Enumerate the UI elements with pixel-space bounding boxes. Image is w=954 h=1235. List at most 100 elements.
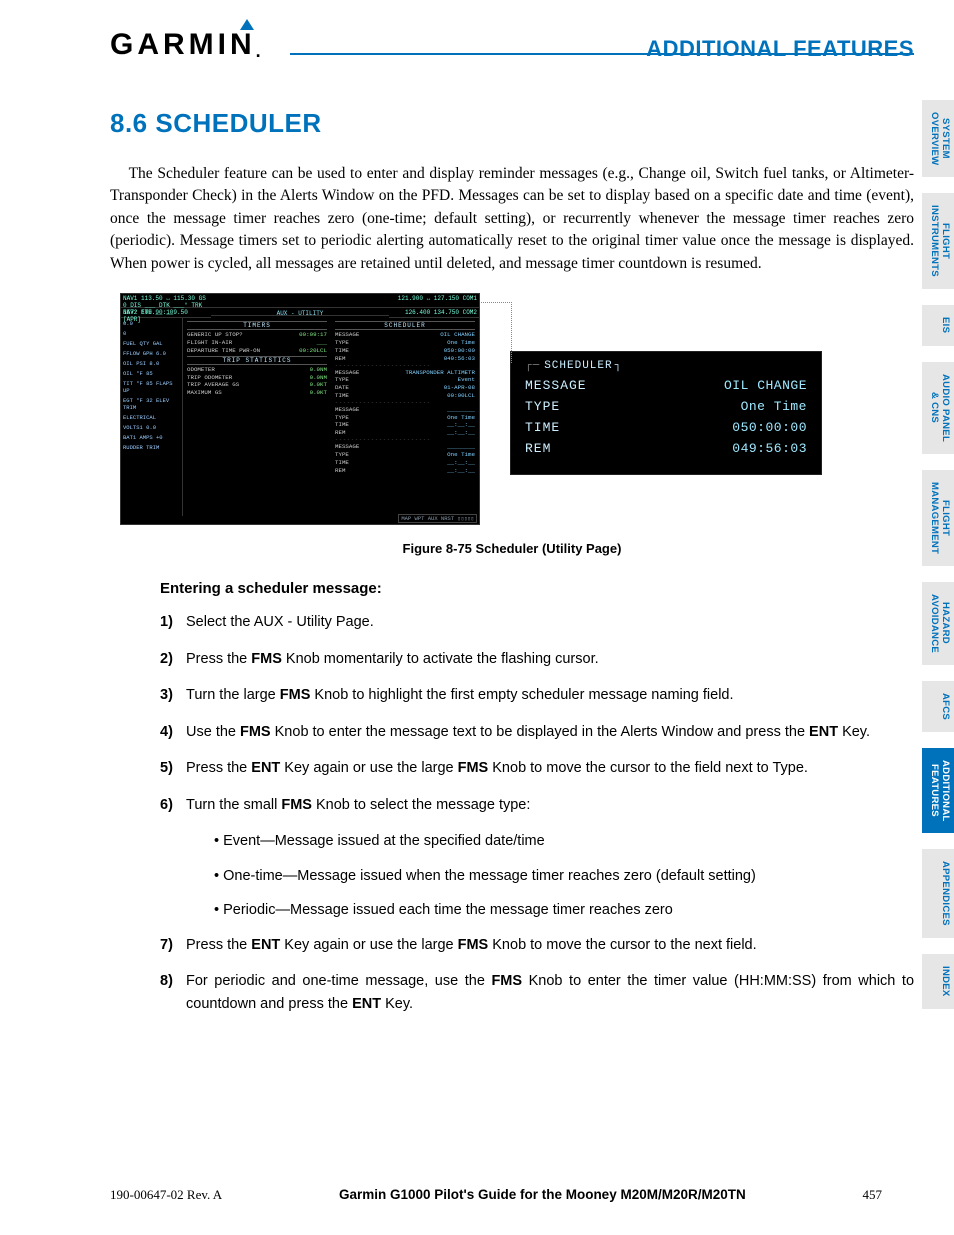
- side-tab[interactable]: ADDITIONAL FEATURES: [922, 748, 954, 834]
- side-tab[interactable]: APPENDICES: [922, 849, 954, 938]
- side-tab[interactable]: FLIGHT MANAGEMENT: [922, 470, 954, 566]
- kv-row: ODOMETER0.0NM: [187, 366, 327, 374]
- eis-item: EGT °F 32 ELEV TRIM: [123, 397, 180, 411]
- eis-item: RUDDER TRIM: [123, 444, 180, 451]
- sub-item: Periodic—Message issued each time the me…: [214, 899, 914, 921]
- kv-row: DATE01-APR-08: [335, 384, 475, 392]
- step-number: 7): [160, 934, 186, 956]
- footer-title: Garmin G1000 Pilot's Guide for the Moone…: [339, 1187, 746, 1202]
- scheduler-zoom-box: SCHEDULER┐ MESSAGEOIL CHANGETYPEOne Time…: [510, 351, 822, 474]
- kv-row: REM049:56:03: [335, 355, 475, 363]
- step: 7)Press the ENT Key again or use the lar…: [160, 934, 914, 956]
- side-tab[interactable]: EIS: [922, 305, 954, 345]
- step-number: 2): [160, 648, 186, 670]
- eis-item: BAT1 AMPS +0: [123, 434, 180, 441]
- zoom-row: TIME050:00:00: [525, 418, 807, 439]
- kv-row: FLIGHT IN-AIR___: [187, 339, 327, 347]
- eis-item: TIT °F 85 FLAPS UP: [123, 380, 180, 394]
- step: 8)For periodic and one-time message, use…: [160, 970, 914, 1015]
- kv-row: TYPEEvent: [335, 376, 475, 384]
- step: 1)Select the AUX - Utility Page.: [160, 611, 914, 633]
- sub-wrap: Event—Message issued at the specified da…: [186, 830, 914, 921]
- kv-row: TIME__:__:__: [335, 459, 475, 467]
- sub-item: Event—Message issued at the specified da…: [214, 830, 914, 852]
- side-tab[interactable]: SYSTEM OVERVIEW: [922, 100, 954, 177]
- side-tab[interactable]: INDEX: [922, 954, 954, 1009]
- page-header: GARMIN. ADDITIONAL FEATURES: [110, 28, 914, 62]
- kv-row: TYPEOne Time: [335, 414, 475, 422]
- figure-row: NAV1 113.50 ↔ 115.30 GS 0 DIS ___ DTK __…: [120, 293, 914, 525]
- kv-row: GENERIC UP STOP?00:09:17: [187, 331, 327, 339]
- step-text: Turn the small FMS Knob to select the me…: [186, 794, 914, 816]
- step: 2)Press the FMS Knob momentarily to acti…: [160, 648, 914, 670]
- side-tab[interactable]: AUDIO PANEL & CNS: [922, 362, 954, 454]
- kv-row: MESSAGETRANSPONDER ALTIMETR: [335, 369, 475, 377]
- step-text: Press the FMS Knob momentarily to activa…: [186, 648, 914, 670]
- intro-paragraph: The Scheduler feature can be used to ent…: [110, 163, 914, 275]
- kv-row: TYPEOne Time: [335, 451, 475, 459]
- kv-row: TRIP AVERAGE GS0.0KT: [187, 381, 327, 389]
- section-heading: 8.6 SCHEDULER: [110, 108, 914, 139]
- zoom-row: MESSAGEOIL CHANGE: [525, 376, 807, 397]
- trip-hdr: TRIP STATISTICS: [187, 356, 327, 365]
- step-number: 3): [160, 684, 186, 706]
- page-footer: 190-00647-02 Rev. A Garmin G1000 Pilot's…: [110, 1187, 882, 1203]
- eis-item: 0: [123, 330, 180, 337]
- kv-row: DEPARTURE TIME PWR-ON00:20LCL: [187, 347, 327, 355]
- eis-item: OIL PSI 8.0: [123, 360, 180, 367]
- sub-list: Event—Message issued at the specified da…: [214, 830, 914, 921]
- mfd-softkeys: MAP WPT AUX NRST ▯▯▯▯▯: [398, 514, 477, 523]
- step: 3)Turn the large FMS Knob to highlight t…: [160, 684, 914, 706]
- step: 4)Use the FMS Knob to enter the message …: [160, 721, 914, 743]
- eis-item: VOLTS1 0.0: [123, 424, 180, 431]
- kv-row: TYPEOne Time: [335, 339, 475, 347]
- page: GARMIN. ADDITIONAL FEATURES 8.6 SCHEDULE…: [0, 0, 954, 1235]
- zoom-row: REM049:56:03: [525, 439, 807, 460]
- garmin-logo: GARMIN.: [110, 28, 265, 62]
- sub-item: One-time—Message issued when the message…: [214, 865, 914, 887]
- kv-row: MESSAGEOIL CHANGE: [335, 331, 475, 339]
- nav2: NAV2 109.90 109.50 [APR]: [121, 308, 211, 318]
- section-title: ADDITIONAL FEATURES: [646, 36, 914, 62]
- logo-text: GARMIN: [110, 28, 256, 61]
- nav1: NAV1 113.50 ↔ 115.30 GS 0 DIS ___ DTK __…: [121, 294, 211, 308]
- step-text: Select the AUX - Utility Page.: [186, 611, 914, 633]
- side-tab[interactable]: FLIGHT INSTRUMENTS: [922, 193, 954, 289]
- eis-item: 0.0: [123, 320, 180, 327]
- sched-hdr: SCHEDULER: [335, 321, 475, 330]
- step-text: Use the FMS Knob to enter the message te…: [186, 721, 914, 743]
- step-text: Press the ENT Key again or use the large…: [186, 934, 914, 956]
- eis-item: FUEL QTY GAL: [123, 340, 180, 347]
- zoom-title: SCHEDULER┐: [525, 360, 807, 372]
- step-text: Turn the large FMS Knob to highlight the…: [186, 684, 914, 706]
- timers-hdr: TIMERS: [187, 321, 327, 330]
- side-tabs: SYSTEM OVERVIEW FLIGHT INSTRUMENTS EIS AUDI…: [922, 100, 954, 1009]
- step-number: 6): [160, 794, 186, 816]
- kv-row: TIME050:00:00: [335, 347, 475, 355]
- step: 6)Turn the small FMS Knob to select the …: [160, 794, 914, 816]
- mfd-page-title: AUX - UTILITY: [211, 309, 389, 316]
- kv-row: REM__:__:__: [335, 429, 475, 437]
- kv-row: TRIP ODOMETER0.0NM: [187, 374, 327, 382]
- logo-triangle-icon: [240, 19, 254, 30]
- page-number: 457: [862, 1187, 882, 1203]
- eis-item: FFLOW GPH 6.0: [123, 350, 180, 357]
- side-tab[interactable]: HAZARD AVOIDANCE: [922, 582, 954, 665]
- eis-item: OIL °F 85: [123, 370, 180, 377]
- mfd-screenshot: NAV1 113.50 ↔ 115.30 GS 0 DIS ___ DTK __…: [120, 293, 480, 525]
- kv-row: MESSAGE________: [335, 443, 475, 451]
- kv-row: MESSAGE________: [335, 406, 475, 414]
- step-number: 1): [160, 611, 186, 633]
- side-tab[interactable]: AFCS: [922, 681, 954, 732]
- header-rule: [290, 53, 914, 55]
- com1: 121.900 ↔ 127.150 COM1: [389, 294, 479, 308]
- step: 5)Press the ENT Key again or use the lar…: [160, 757, 914, 779]
- kv-row: TIME__:__:__: [335, 421, 475, 429]
- kv-row: TIME00:00LCL: [335, 392, 475, 400]
- zoom-row: TYPEOne Time: [525, 397, 807, 418]
- right-col: SCHEDULER MESSAGEOIL CHANGETYPEOne TimeT…: [331, 318, 479, 516]
- procedure-steps: 1)Select the AUX - Utility Page.2)Press …: [160, 611, 914, 1015]
- step-number: 5): [160, 757, 186, 779]
- com2: 126.400 134.750 COM2: [389, 308, 479, 318]
- step-text: Press the ENT Key again or use the large…: [186, 757, 914, 779]
